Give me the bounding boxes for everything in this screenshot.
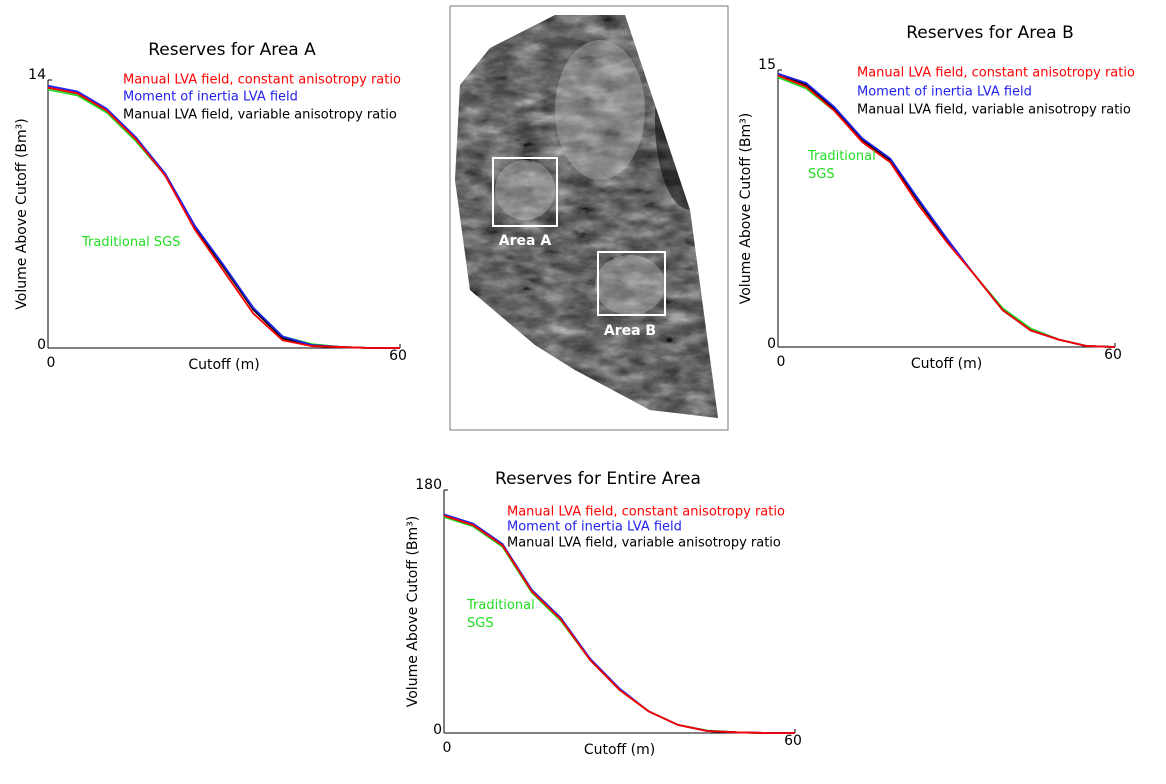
series-line	[48, 90, 400, 348]
area-label: Area A	[499, 233, 552, 249]
series-annotation: Traditional SGS	[467, 597, 549, 641]
x-tick-label: 0	[443, 740, 452, 756]
legend-entry: Manual LVA field, constant anisotropy ra…	[857, 66, 1135, 81]
x-tick-label: 60	[1104, 347, 1122, 363]
y-axis-label: Volume Above Cutoff (Bm³)	[405, 516, 421, 707]
y-tick-label: 15	[758, 57, 776, 73]
legend-entry: Moment of inertia LVA field	[123, 90, 298, 105]
x-tick-label: 0	[47, 355, 56, 371]
y-axis-label: Volume Above Cutoff (Bm³)	[738, 113, 754, 304]
y-tick-label: 0	[433, 722, 442, 738]
chart-title: Reserves for Entire Area	[495, 469, 701, 489]
x-tick-label: 60	[784, 733, 802, 749]
legend-entry: Manual LVA field, variable anisotropy ra…	[123, 108, 397, 123]
series-line	[48, 88, 400, 348]
legend-entry: Manual LVA field, constant anisotropy ra…	[507, 505, 785, 520]
area-label: Area B	[604, 323, 656, 339]
y-tick-label: 180	[415, 477, 442, 493]
series-line	[48, 88, 400, 348]
legend-entry: Moment of inertia LVA field	[507, 520, 682, 535]
x-axis-label: Cutoff (m)	[188, 357, 259, 373]
chart-title: Reserves for Area A	[148, 40, 316, 60]
x-tick-label: 60	[389, 348, 407, 364]
y-tick-label: 14	[28, 67, 46, 83]
series-annotation-text: Traditional SGS	[82, 234, 282, 252]
y-axis-label: Volume Above Cutoff (Bm³)	[14, 118, 30, 309]
series-annotation-text: Traditional SGS	[467, 597, 549, 633]
figure: Area A Area B Reserves for Area A 0 60 0 14 C…	[0, 0, 1166, 784]
legend-entry: Manual LVA field, variable anisotropy ra…	[507, 536, 781, 551]
series-annotation: Traditional SGS	[82, 234, 282, 278]
legend-entry: Manual LVA field, constant anisotropy ra…	[123, 73, 401, 88]
legend-entry: Moment of inertia LVA field	[857, 85, 1032, 100]
x-tick-label: 0	[777, 354, 786, 370]
series-line	[778, 77, 1115, 347]
y-tick-label: 0	[37, 337, 46, 353]
chart-title: Reserves for Area B	[906, 23, 1074, 43]
map-panel: Area A Area B	[450, 6, 728, 430]
series-annotation: Traditional SGS	[808, 148, 890, 192]
x-axis-label: Cutoff (m)	[584, 742, 655, 758]
series-annotation-text: Traditional SGS	[808, 148, 890, 184]
series-line	[48, 86, 400, 348]
legend-entry: Manual LVA field, variable anisotropy ra…	[857, 103, 1131, 118]
y-tick-label: 0	[767, 336, 776, 352]
x-axis-label: Cutoff (m)	[911, 356, 982, 372]
